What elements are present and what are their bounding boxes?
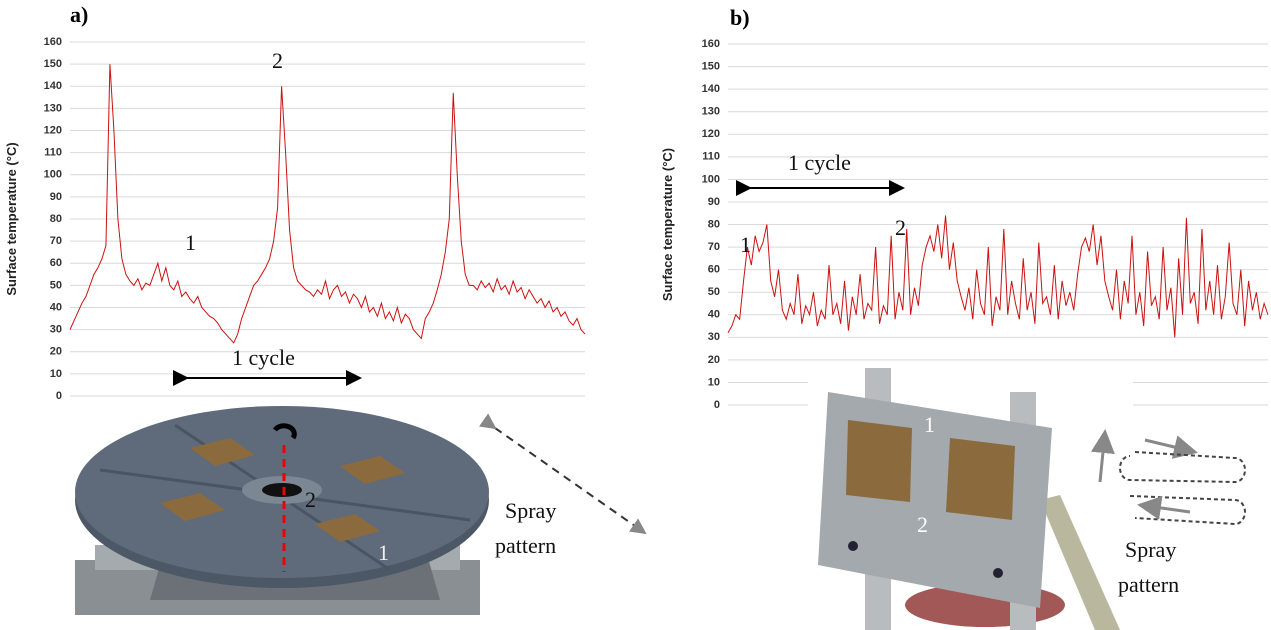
spray-label: Spray <box>1125 537 1176 562</box>
y-tick-label: 150 <box>702 60 720 72</box>
y-tick-label: 130 <box>702 106 720 118</box>
y-tick-label: 40 <box>50 301 62 313</box>
turntable-illustration: 2 1 Spray pattern <box>75 406 647 615</box>
y-tick-label: 120 <box>702 128 720 140</box>
y-tick-label: 90 <box>50 191 62 203</box>
y-tick-label: 10 <box>708 376 720 388</box>
spray-label: pattern <box>1118 572 1179 597</box>
y-tick-label: 120 <box>44 124 62 136</box>
y-tick-label: 20 <box>50 346 62 358</box>
y-tick-label: 130 <box>44 102 62 114</box>
y-tick-label: 70 <box>50 235 62 247</box>
y-tick-label: 0 <box>56 390 62 402</box>
charts: 0102030405060708090100110120130140150160… <box>4 2 1269 411</box>
annotation: 2 <box>272 48 283 73</box>
y-tick-label: 150 <box>44 58 62 70</box>
y-axis-label: Surface temperature (°C) <box>660 148 675 301</box>
y-tick-label: 100 <box>702 173 720 185</box>
annotation: 1 cycle <box>232 345 295 370</box>
location-label: 1 <box>924 412 935 437</box>
y-tick-label: 60 <box>50 257 62 269</box>
y-tick-label: 50 <box>50 279 62 291</box>
y-tick-label: 40 <box>708 309 720 321</box>
annotation: 1 cycle <box>788 150 851 175</box>
y-tick-label: 30 <box>50 324 62 336</box>
y-tick-label: 10 <box>50 368 62 380</box>
spray-label: pattern <box>495 533 556 558</box>
y-tick-label: 70 <box>708 241 720 253</box>
annotation: 1 <box>185 230 196 255</box>
panel-illustration: 1 2 Spray pattern <box>808 368 1246 630</box>
y-tick-label: 30 <box>708 331 720 343</box>
y-tick-label: 50 <box>708 286 720 298</box>
data-line <box>69 64 586 344</box>
location-label: 2 <box>917 512 928 537</box>
y-tick-label: 140 <box>702 83 720 95</box>
y-tick-label: 90 <box>708 196 720 208</box>
annotation: 2 <box>895 215 906 240</box>
location-label: 1 <box>378 540 389 565</box>
y-axis-label: Surface temperature (°C) <box>4 142 19 295</box>
y-tick-label: 60 <box>708 264 720 276</box>
y-tick-label: 20 <box>708 354 720 366</box>
y-tick-label: 100 <box>44 169 62 181</box>
data-line <box>727 215 1269 338</box>
y-tick-label: 0 <box>714 399 720 411</box>
y-tick-label: 80 <box>50 213 62 225</box>
y-tick-label: 160 <box>44 36 62 48</box>
panel-label: a) <box>70 2 88 27</box>
y-tick-label: 160 <box>702 38 720 50</box>
panel-label: b) <box>730 5 750 30</box>
location-label: 2 <box>305 487 316 512</box>
y-tick-label: 110 <box>44 147 62 159</box>
y-tick-label: 80 <box>708 218 720 230</box>
y-tick-label: 110 <box>702 151 720 163</box>
spray-label: Spray <box>505 498 556 523</box>
y-tick-label: 140 <box>44 80 62 92</box>
annotation: 1 <box>740 232 751 257</box>
